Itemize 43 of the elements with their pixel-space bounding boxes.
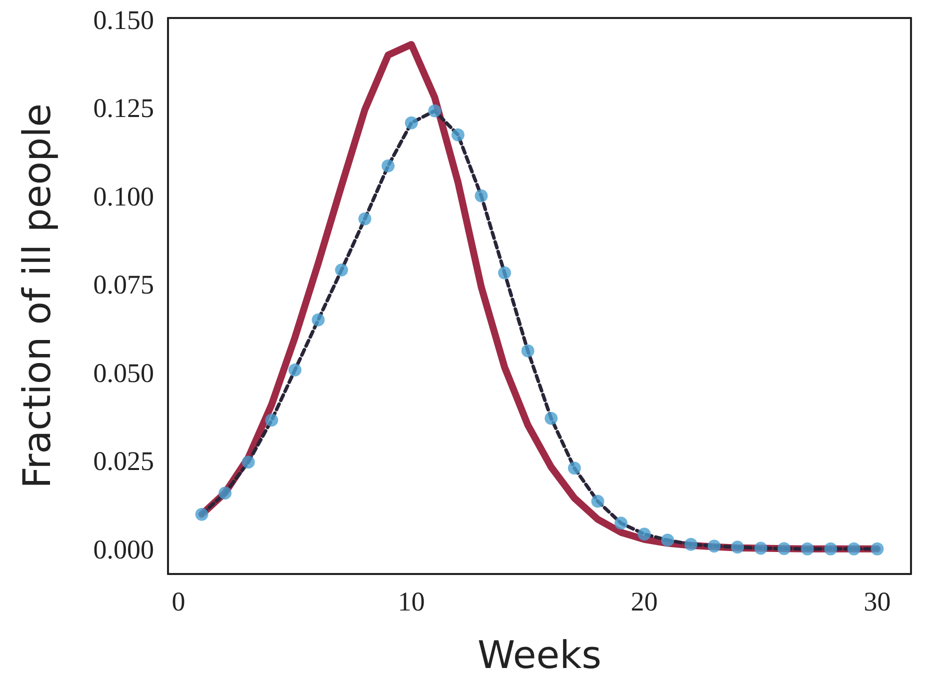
point [591,494,604,508]
point [824,542,838,556]
point [544,412,558,425]
point [451,128,464,142]
point [218,486,232,500]
point [614,516,628,530]
point [358,212,372,226]
point [568,462,581,475]
point [708,540,721,553]
point [800,542,814,556]
point [661,534,674,547]
y-tick-label: 0.075 [93,270,154,300]
point [288,363,302,376]
point [754,542,768,555]
point [870,542,884,556]
point [474,189,488,202]
point [428,104,442,118]
point [382,159,395,172]
point [521,344,534,358]
point [684,538,698,551]
point [730,540,744,554]
point [638,528,651,541]
point [312,313,325,326]
point [195,508,208,521]
point [847,542,860,556]
y-tick-label: 0.150 [93,4,154,35]
y-tick-label: 0.025 [93,446,154,476]
x-tick-label: 0 [172,586,186,616]
y-tick-label: 0.125 [93,93,154,124]
point [335,264,348,277]
x-tick-label: 30 [864,586,891,616]
y-tick-label: 0.000 [93,534,154,564]
x-tick-label: 10 [398,586,425,616]
point [265,414,278,427]
point [242,456,255,469]
y-axis-title: Fraction of ill people [15,103,59,489]
point [498,266,512,280]
y-tick-label: 0.100 [93,181,154,212]
y-tick-label: 0.050 [93,358,154,388]
point [778,542,791,556]
x-axis-title: Weeks [478,633,602,677]
x-tick-label: 20 [630,586,658,616]
point [404,116,418,130]
